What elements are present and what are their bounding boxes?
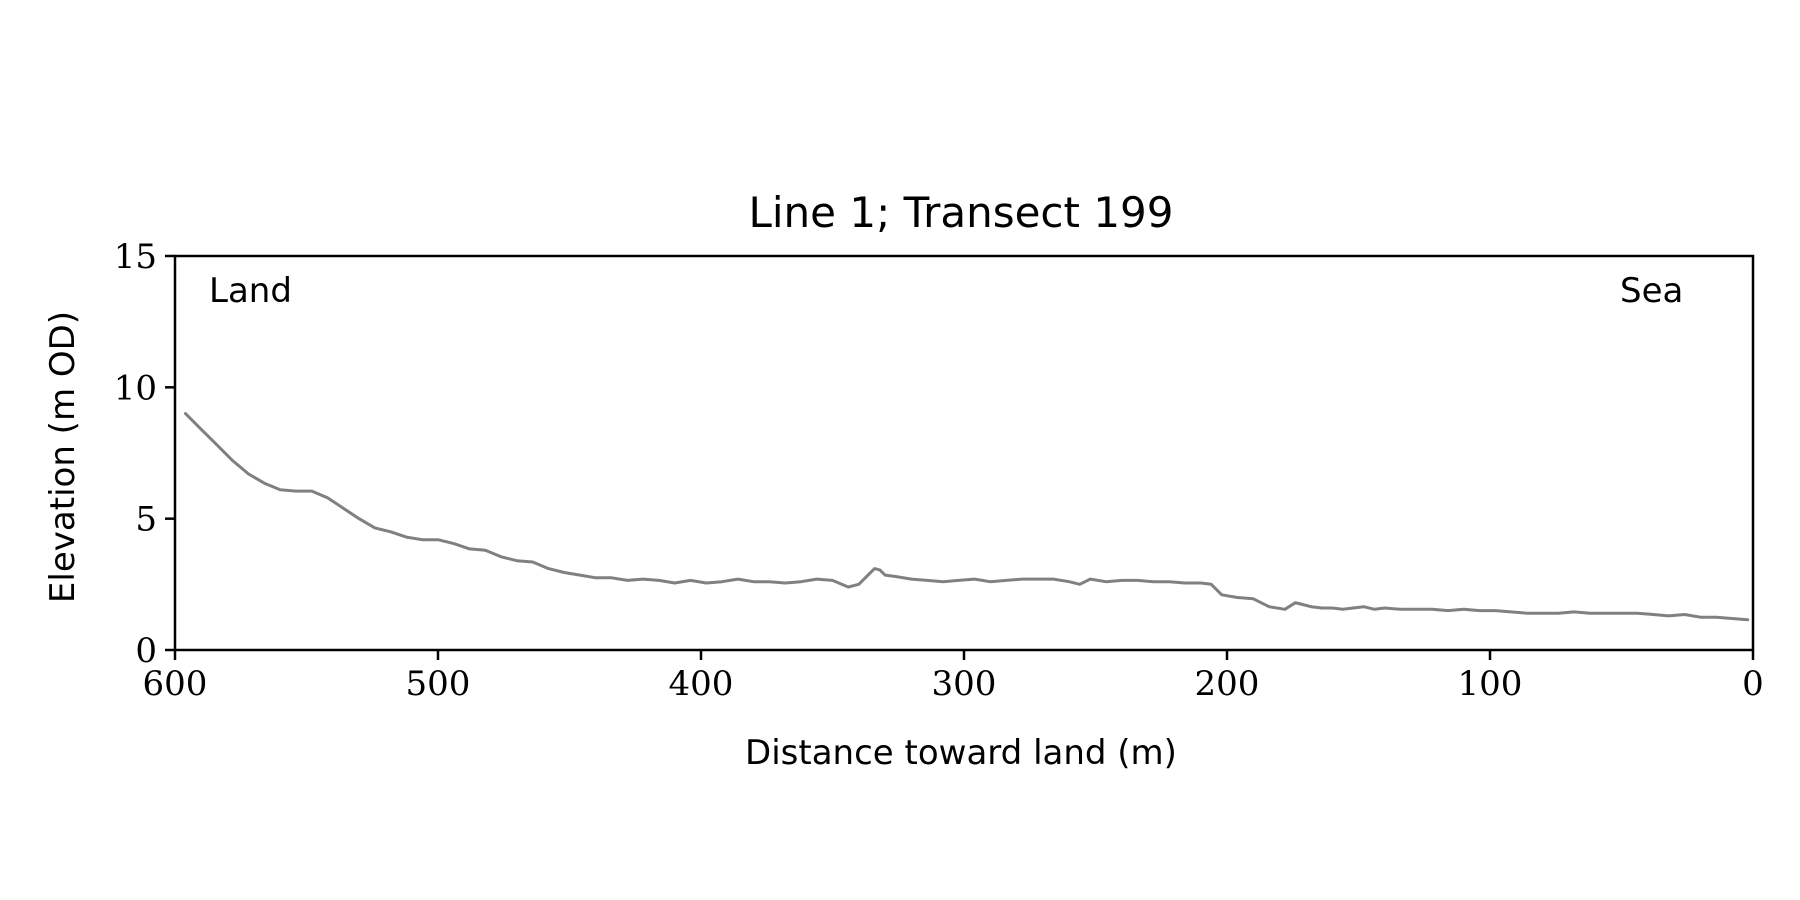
x-axis-label: Distance toward land (m) [745, 733, 1177, 773]
y-axis-label: Elevation (m OD) [43, 311, 83, 603]
x-tick-label-200: 200 [1195, 664, 1260, 704]
x-tick-label-600: 600 [143, 664, 208, 704]
y-tick-label-15: 15 [114, 237, 157, 277]
x-tick-label-400: 400 [669, 664, 734, 704]
plot-frame [173, 254, 1755, 652]
y-tick-label-10: 10 [114, 368, 157, 408]
annotation-sea: Sea [1620, 271, 1683, 311]
y-tick-label-5: 5 [135, 500, 157, 540]
x-tick-label-500: 500 [406, 664, 471, 704]
chart-title: Line 1; Transect 199 [748, 188, 1173, 237]
x-tick-label-300: 300 [932, 664, 997, 704]
x-tick-label-100: 100 [1458, 664, 1523, 704]
elevation-series-line-0 [184, 412, 1750, 622]
plot-area: 600 500 400 300 200 100 0 0 5 10 15 Land Sea [114, 237, 1764, 704]
y-tick-label-0: 0 [135, 631, 157, 671]
x-tick-label-0: 0 [1742, 664, 1764, 704]
annotation-land: Land [209, 271, 292, 311]
